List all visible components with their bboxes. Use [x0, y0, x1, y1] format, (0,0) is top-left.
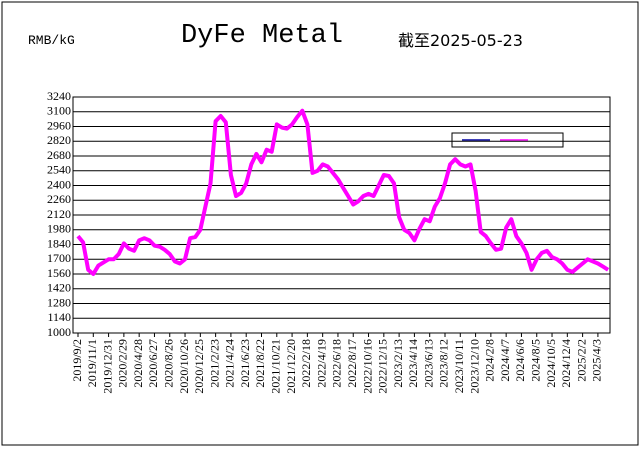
x-tick-label: 2019/12/31 — [100, 339, 114, 394]
y-tick-label: 2400 — [47, 177, 71, 191]
chart-title: DyFe Metal — [181, 21, 343, 51]
x-tick-label: 2023/2/13 — [391, 339, 405, 388]
x-tick-label: 2022/12/15 — [376, 339, 390, 394]
x-tick-label: 2020/8/26 — [161, 339, 175, 388]
x-tick-label: 2023/8/12 — [437, 339, 451, 388]
x-tick-label: 2024/6/6 — [513, 339, 527, 382]
data-line — [76, 108, 610, 276]
legend — [451, 132, 564, 148]
x-tick-label: 2025/4/3 — [590, 339, 604, 382]
x-tick-label: 2024/4/7 — [498, 339, 512, 382]
x-tick-label: 2021/2/23 — [207, 339, 221, 388]
y-tick-label: 1280 — [47, 295, 71, 309]
chart-subtitle: 截至2025-05-23 — [398, 31, 523, 50]
y-tick-label: 3240 — [47, 89, 71, 103]
x-tick-label: 2020/10/26 — [177, 339, 191, 394]
x-tick-label: 2021/6/23 — [238, 339, 252, 388]
x-tick-label: 2020/12/25 — [192, 339, 206, 394]
x-tick-label: 2020/4/28 — [131, 339, 145, 388]
x-tick-label: 2024/8/5 — [528, 339, 542, 382]
y-tick-label: 1420 — [47, 281, 71, 295]
y-tick-label: 1980 — [47, 222, 71, 236]
y-tick-label: 2960 — [47, 118, 71, 132]
x-tick-label: 2023/4/14 — [406, 339, 420, 388]
y-tick-label: 2820 — [47, 133, 71, 147]
y-tick-label: 1140 — [47, 310, 71, 324]
x-tick-label: 2021/8/22 — [253, 339, 267, 388]
x-tick-label: 2022/6/18 — [330, 339, 344, 388]
y-tick-label: 2120 — [47, 207, 71, 221]
x-tick-label: 2020/2/29 — [116, 339, 130, 388]
x-tick-label: 2022/10/16 — [360, 339, 374, 394]
y-tick-label: 1560 — [47, 266, 71, 280]
y-tick-label: 2680 — [47, 148, 71, 162]
x-tick-label: 2023/12/10 — [467, 339, 481, 394]
x-tick-label: 2021/10/21 — [269, 339, 283, 394]
x-tick-label: 2022/4/19 — [314, 339, 328, 388]
x-tick-label: 2024/10/5 — [544, 339, 558, 388]
x-tick-label: 2019/11/1 — [85, 339, 99, 387]
y-tick-label: 2260 — [47, 192, 71, 206]
x-tick-label: 2021/12/20 — [284, 339, 298, 394]
y-tick-label: 1840 — [47, 236, 71, 250]
y-tick-label: 2540 — [47, 163, 71, 177]
x-tick-label: 2022/8/17 — [345, 339, 359, 388]
y-tick-label: 1000 — [47, 325, 71, 339]
y-tick-label: 3100 — [47, 104, 71, 118]
x-tick-label: 2020/6/27 — [146, 339, 160, 388]
x-tick-label: 2024/12/4 — [559, 339, 573, 388]
x-tick-label: 2025/2/2 — [574, 339, 588, 382]
x-tick-label: 2021/4/24 — [223, 339, 237, 388]
x-tick-label: 2023/10/11 — [452, 339, 466, 393]
y-tick-label: 1700 — [47, 251, 71, 265]
y-axis-label: RMB/kG — [28, 33, 75, 48]
x-tick-label: 2022/2/18 — [299, 339, 313, 388]
x-tick-label: 2023/6/13 — [421, 339, 435, 388]
x-tick-label: 2024/2/8 — [483, 339, 497, 382]
x-tick-label: 2019/9/2 — [70, 339, 84, 382]
